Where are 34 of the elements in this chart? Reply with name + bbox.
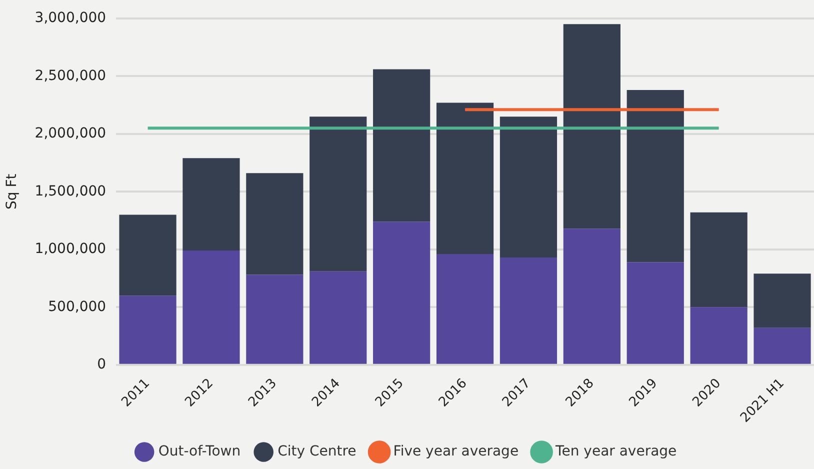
bar [310, 116, 367, 272]
y-tick-label: 3,000,000 [34, 10, 106, 26]
bar [754, 328, 811, 364]
bar [310, 271, 367, 364]
y-axis-title: Sq Ft [4, 173, 20, 210]
legend-label: Ten year average [554, 444, 677, 460]
bar [626, 262, 684, 364]
bar [690, 307, 748, 364]
bar [500, 116, 558, 258]
y-tick-label: 1,500,000 [34, 183, 106, 200]
bar [690, 212, 748, 308]
y-tick-label: 2,000,000 [34, 126, 106, 142]
y-tick-label: 1,000,000 [34, 241, 106, 258]
bar [436, 254, 494, 364]
bar [182, 250, 240, 364]
y-tick-label: 2,500,000 [34, 68, 106, 84]
bar [246, 274, 304, 364]
legend-label: Out-of-Town [158, 444, 241, 460]
bar [373, 222, 430, 364]
bar [373, 69, 430, 222]
bar [119, 296, 176, 364]
legend-label: City Centre [278, 444, 356, 460]
bar [436, 102, 494, 254]
bar [563, 228, 620, 364]
y-tick-label: 500,000 [48, 298, 106, 315]
bar [119, 214, 176, 296]
bar [754, 274, 811, 328]
bar [182, 158, 240, 251]
bar [626, 90, 684, 262]
bar [563, 24, 620, 229]
legend-label: Five year average [393, 444, 519, 460]
y-tick-label: 0 [97, 356, 106, 373]
bar [246, 173, 304, 275]
bar [500, 257, 558, 364]
